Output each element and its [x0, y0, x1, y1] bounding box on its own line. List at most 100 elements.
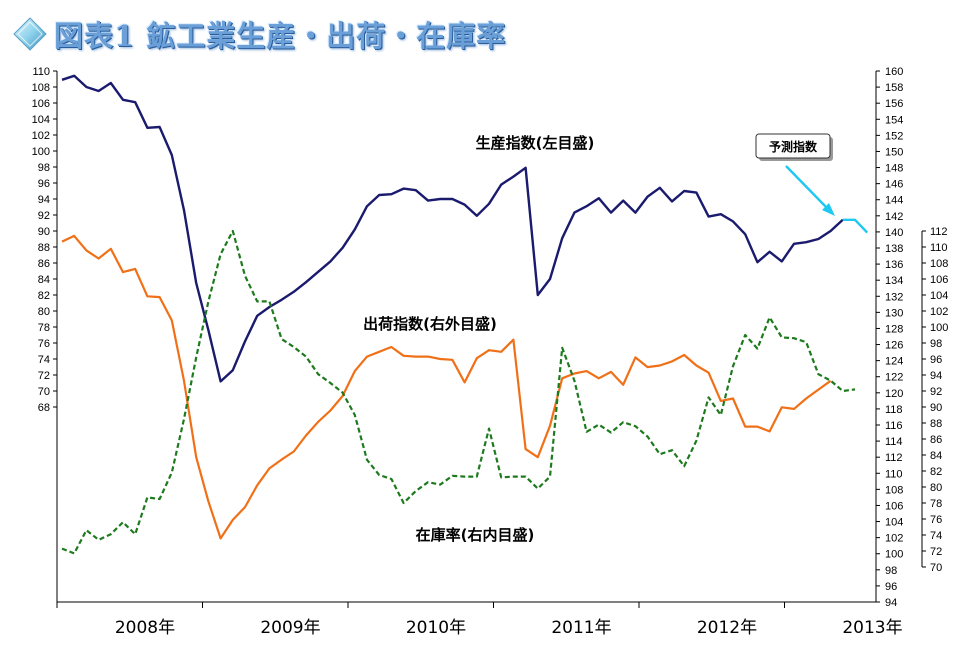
- left-tick-label: 102: [32, 130, 50, 142]
- right-inner-tick-label: 106: [930, 274, 948, 286]
- right-outer-tick-label: 120: [885, 388, 903, 400]
- diamond-icon: [13, 17, 47, 51]
- series-line: [61, 234, 832, 540]
- right-inner-tick-label: 104: [930, 290, 948, 302]
- right-outer-tick-label: 94: [885, 597, 897, 609]
- x-tick-label: 2013年: [842, 618, 902, 638]
- forecast-callout-box: [755, 133, 831, 159]
- left-tick-label: 70: [38, 386, 50, 398]
- left-tick-label: 96: [38, 178, 50, 190]
- right-inner-tick-label: 86: [930, 434, 942, 446]
- right-outer-tick-label: 130: [885, 307, 903, 319]
- right-outer-tick-label: 146: [885, 179, 903, 191]
- left-tick-label: 98: [38, 162, 50, 174]
- series-annotation: 生産指数(左目盛): [476, 134, 595, 152]
- right-outer-tick-label: 154: [885, 114, 903, 126]
- right-outer-tick-label: 102: [885, 533, 903, 545]
- left-tick-label: 72: [38, 370, 50, 382]
- right-inner-tick-label: 92: [930, 386, 942, 398]
- right-outer-tick-label: 112: [885, 452, 903, 464]
- right-inner-tick-label: 82: [930, 466, 942, 478]
- left-tick-label: 68: [38, 402, 50, 414]
- right-outer-tick-label: 124: [885, 356, 903, 368]
- left-tick-label: 110: [32, 66, 50, 78]
- right-inner-tick-label: 98: [930, 338, 942, 350]
- left-tick-label: 84: [38, 274, 50, 286]
- right-outer-tick-label: 98: [885, 565, 897, 577]
- right-inner-tick-label: 80: [930, 482, 942, 494]
- right-outer-tick-label: 138: [885, 243, 903, 255]
- left-tick-label: 82: [38, 290, 50, 302]
- x-tick-label: 2009年: [260, 618, 320, 638]
- left-tick-label: 76: [38, 338, 50, 350]
- right-outer-tick-label: 140: [885, 227, 903, 239]
- right-inner-tick-label: 76: [930, 514, 942, 526]
- right-inner-tick-label: 96: [930, 354, 942, 366]
- right-inner-tick-label: 70: [930, 562, 942, 574]
- left-tick-label: 90: [38, 226, 50, 238]
- right-inner-tick-label: 94: [930, 370, 942, 382]
- right-inner-tick-label: 102: [930, 306, 948, 318]
- right-outer-tick-label: 114: [885, 436, 903, 448]
- left-tick-label: 74: [38, 354, 50, 366]
- right-outer-tick-label: 96: [885, 581, 897, 593]
- right-outer-tick-label: 126: [885, 340, 903, 352]
- right-outer-tick-label: 110: [885, 468, 903, 480]
- series-layer: [61, 74, 869, 555]
- forecast-callout-label: 予測指数: [769, 139, 818, 154]
- x-tick-label: 2008年: [115, 618, 175, 638]
- x-tick-label: 2010年: [406, 618, 466, 638]
- labels-layer: 生産指数(左目盛) 出荷指数(右外目盛) 在庫率(右内目盛) 予測指数: [363, 133, 835, 544]
- left-tick-label: 92: [38, 210, 50, 222]
- right-outer-tick-label: 104: [885, 517, 903, 529]
- right-outer-tick-label: 156: [885, 98, 903, 110]
- series-line: [61, 229, 856, 555]
- x-tick-label: 2011年: [551, 618, 611, 638]
- right-outer-tick-label: 160: [885, 66, 903, 78]
- left-tick-label: 88: [38, 242, 50, 254]
- right-outer-tick-label: 106: [885, 500, 903, 512]
- left-tick-label: 104: [32, 114, 50, 126]
- right-outer-tick-label: 134: [885, 275, 903, 287]
- forecast-arrow-head: [822, 203, 835, 216]
- left-tick-label: 106: [32, 98, 50, 110]
- right-inner-tick-label: 110: [930, 242, 948, 254]
- right-outer-tick-label: 116: [885, 420, 903, 432]
- right-outer-tick-label: 150: [885, 146, 903, 158]
- right-outer-tick-label: 108: [885, 484, 903, 496]
- right-outer-tick-label: 142: [885, 211, 903, 223]
- right-outer-tick-label: 144: [885, 195, 903, 207]
- right-inner-tick-label: 90: [930, 402, 942, 414]
- left-tick-label: 86: [38, 258, 50, 270]
- right-outer-tick-label: 122: [885, 372, 903, 384]
- chart-title: 図表1 鉱工業生産・出荷・在庫率: [12, 10, 506, 58]
- right-inner-tick-label: 74: [930, 530, 942, 542]
- left-tick-label: 108: [32, 82, 50, 94]
- left-tick-label: 80: [38, 306, 50, 318]
- left-tick-label: 94: [38, 194, 50, 206]
- axes: 68 70 72 74 76 78 80 82 84 86 88 90 92 94 96 98 100 102 10…: [32, 66, 949, 638]
- series-annotation: 在庫率(右内目盛): [416, 526, 535, 544]
- right-inner-tick-label: 100: [930, 322, 948, 334]
- page-title: 図表1 鉱工業生産・出荷・在庫率: [54, 19, 507, 53]
- left-tick-label: 100: [32, 146, 50, 158]
- series-line: [61, 74, 844, 383]
- forecast-arrow-line: [785, 165, 829, 210]
- x-tick-label: 2012年: [697, 618, 757, 638]
- right-inner-tick-label: 108: [930, 258, 948, 270]
- right-inner-tick-label: 112: [930, 226, 948, 238]
- left-tick-label: 78: [38, 322, 50, 334]
- right-outer-tick-label: 132: [885, 291, 903, 303]
- right-inner-tick-label: 88: [930, 418, 942, 430]
- right-inner-tick-label: 78: [930, 498, 942, 510]
- right-outer-tick-label: 128: [885, 323, 903, 335]
- right-inner-tick-label: 84: [930, 450, 942, 462]
- right-outer-tick-label: 118: [885, 404, 903, 416]
- right-outer-tick-label: 100: [885, 549, 903, 561]
- right-outer-tick-label: 136: [885, 259, 903, 271]
- series-annotation: 出荷指数(右外目盛): [363, 315, 497, 333]
- right-outer-tick-label: 152: [885, 130, 903, 142]
- series-line: [842, 218, 869, 234]
- right-outer-tick-label: 148: [885, 163, 903, 175]
